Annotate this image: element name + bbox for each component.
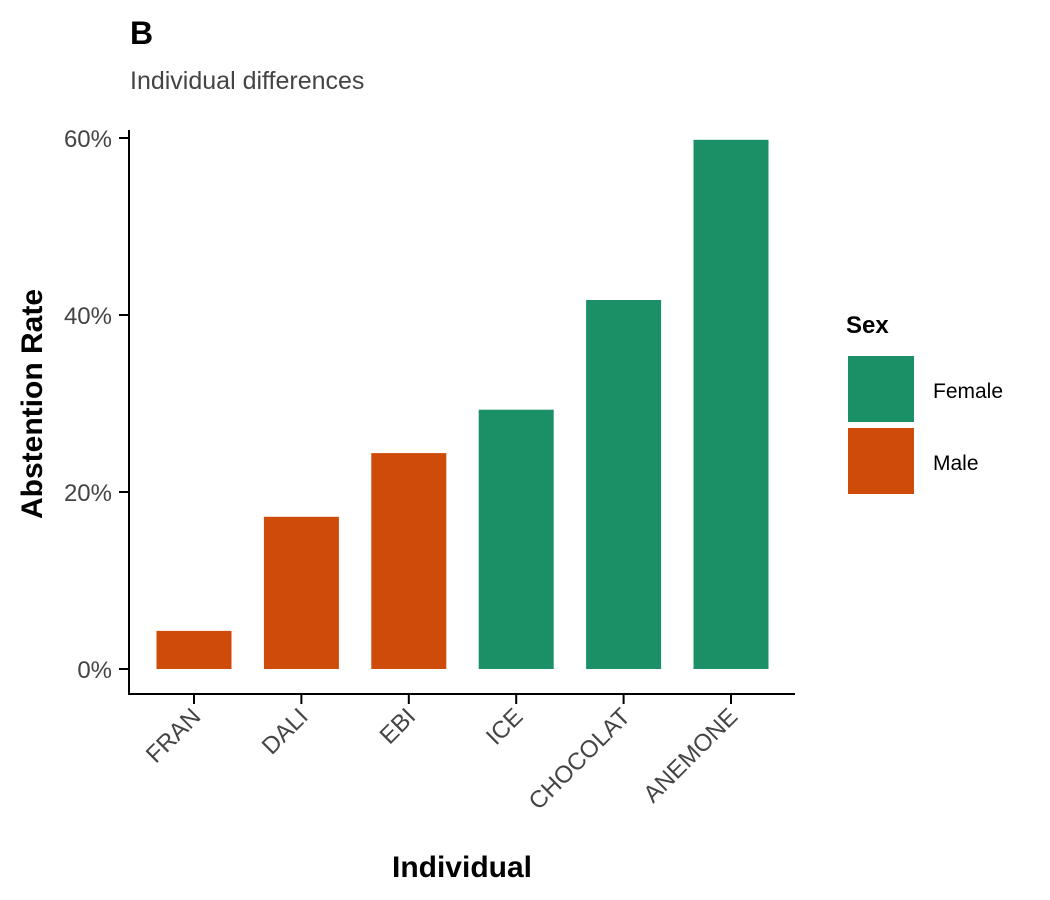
bar-anemone — [693, 139, 769, 670]
legend-title: Sex — [846, 312, 889, 339]
legend-swatch-male — [848, 428, 914, 494]
y-tick-label: 20% — [64, 480, 112, 507]
x-tick-label: DALI — [257, 703, 314, 760]
bar-ice — [478, 409, 554, 669]
bar-dali — [263, 516, 339, 669]
bar-chocolat — [586, 300, 662, 669]
legend-label-female: Female — [933, 380, 1003, 403]
y-axis-label: Abstention Rate — [16, 289, 49, 519]
bar-ebi — [371, 453, 447, 669]
x-tick-label: FRAN — [141, 703, 206, 768]
legend: Sex Female Male — [846, 312, 1003, 494]
chart-title: B — [130, 15, 153, 51]
x-axis-label: Individual — [392, 851, 532, 884]
bar-fran — [156, 630, 232, 669]
x-tick-label: EBI — [375, 703, 421, 749]
x-tick-label: CHOCOLAT — [524, 703, 636, 815]
bars-group — [156, 139, 769, 670]
y-axis-ticks: 0% 20% 40% 60% — [64, 126, 129, 684]
y-tick-label: 60% — [64, 126, 112, 153]
x-tick-label: ICE — [481, 703, 528, 750]
y-tick-label: 40% — [64, 303, 112, 330]
y-tick-label: 0% — [77, 657, 112, 684]
legend-label-male: Male — [933, 452, 979, 475]
legend-swatch-female — [848, 356, 914, 422]
chart-subtitle: Individual differences — [130, 67, 364, 95]
x-tick-label: ANEMONE — [638, 703, 743, 808]
